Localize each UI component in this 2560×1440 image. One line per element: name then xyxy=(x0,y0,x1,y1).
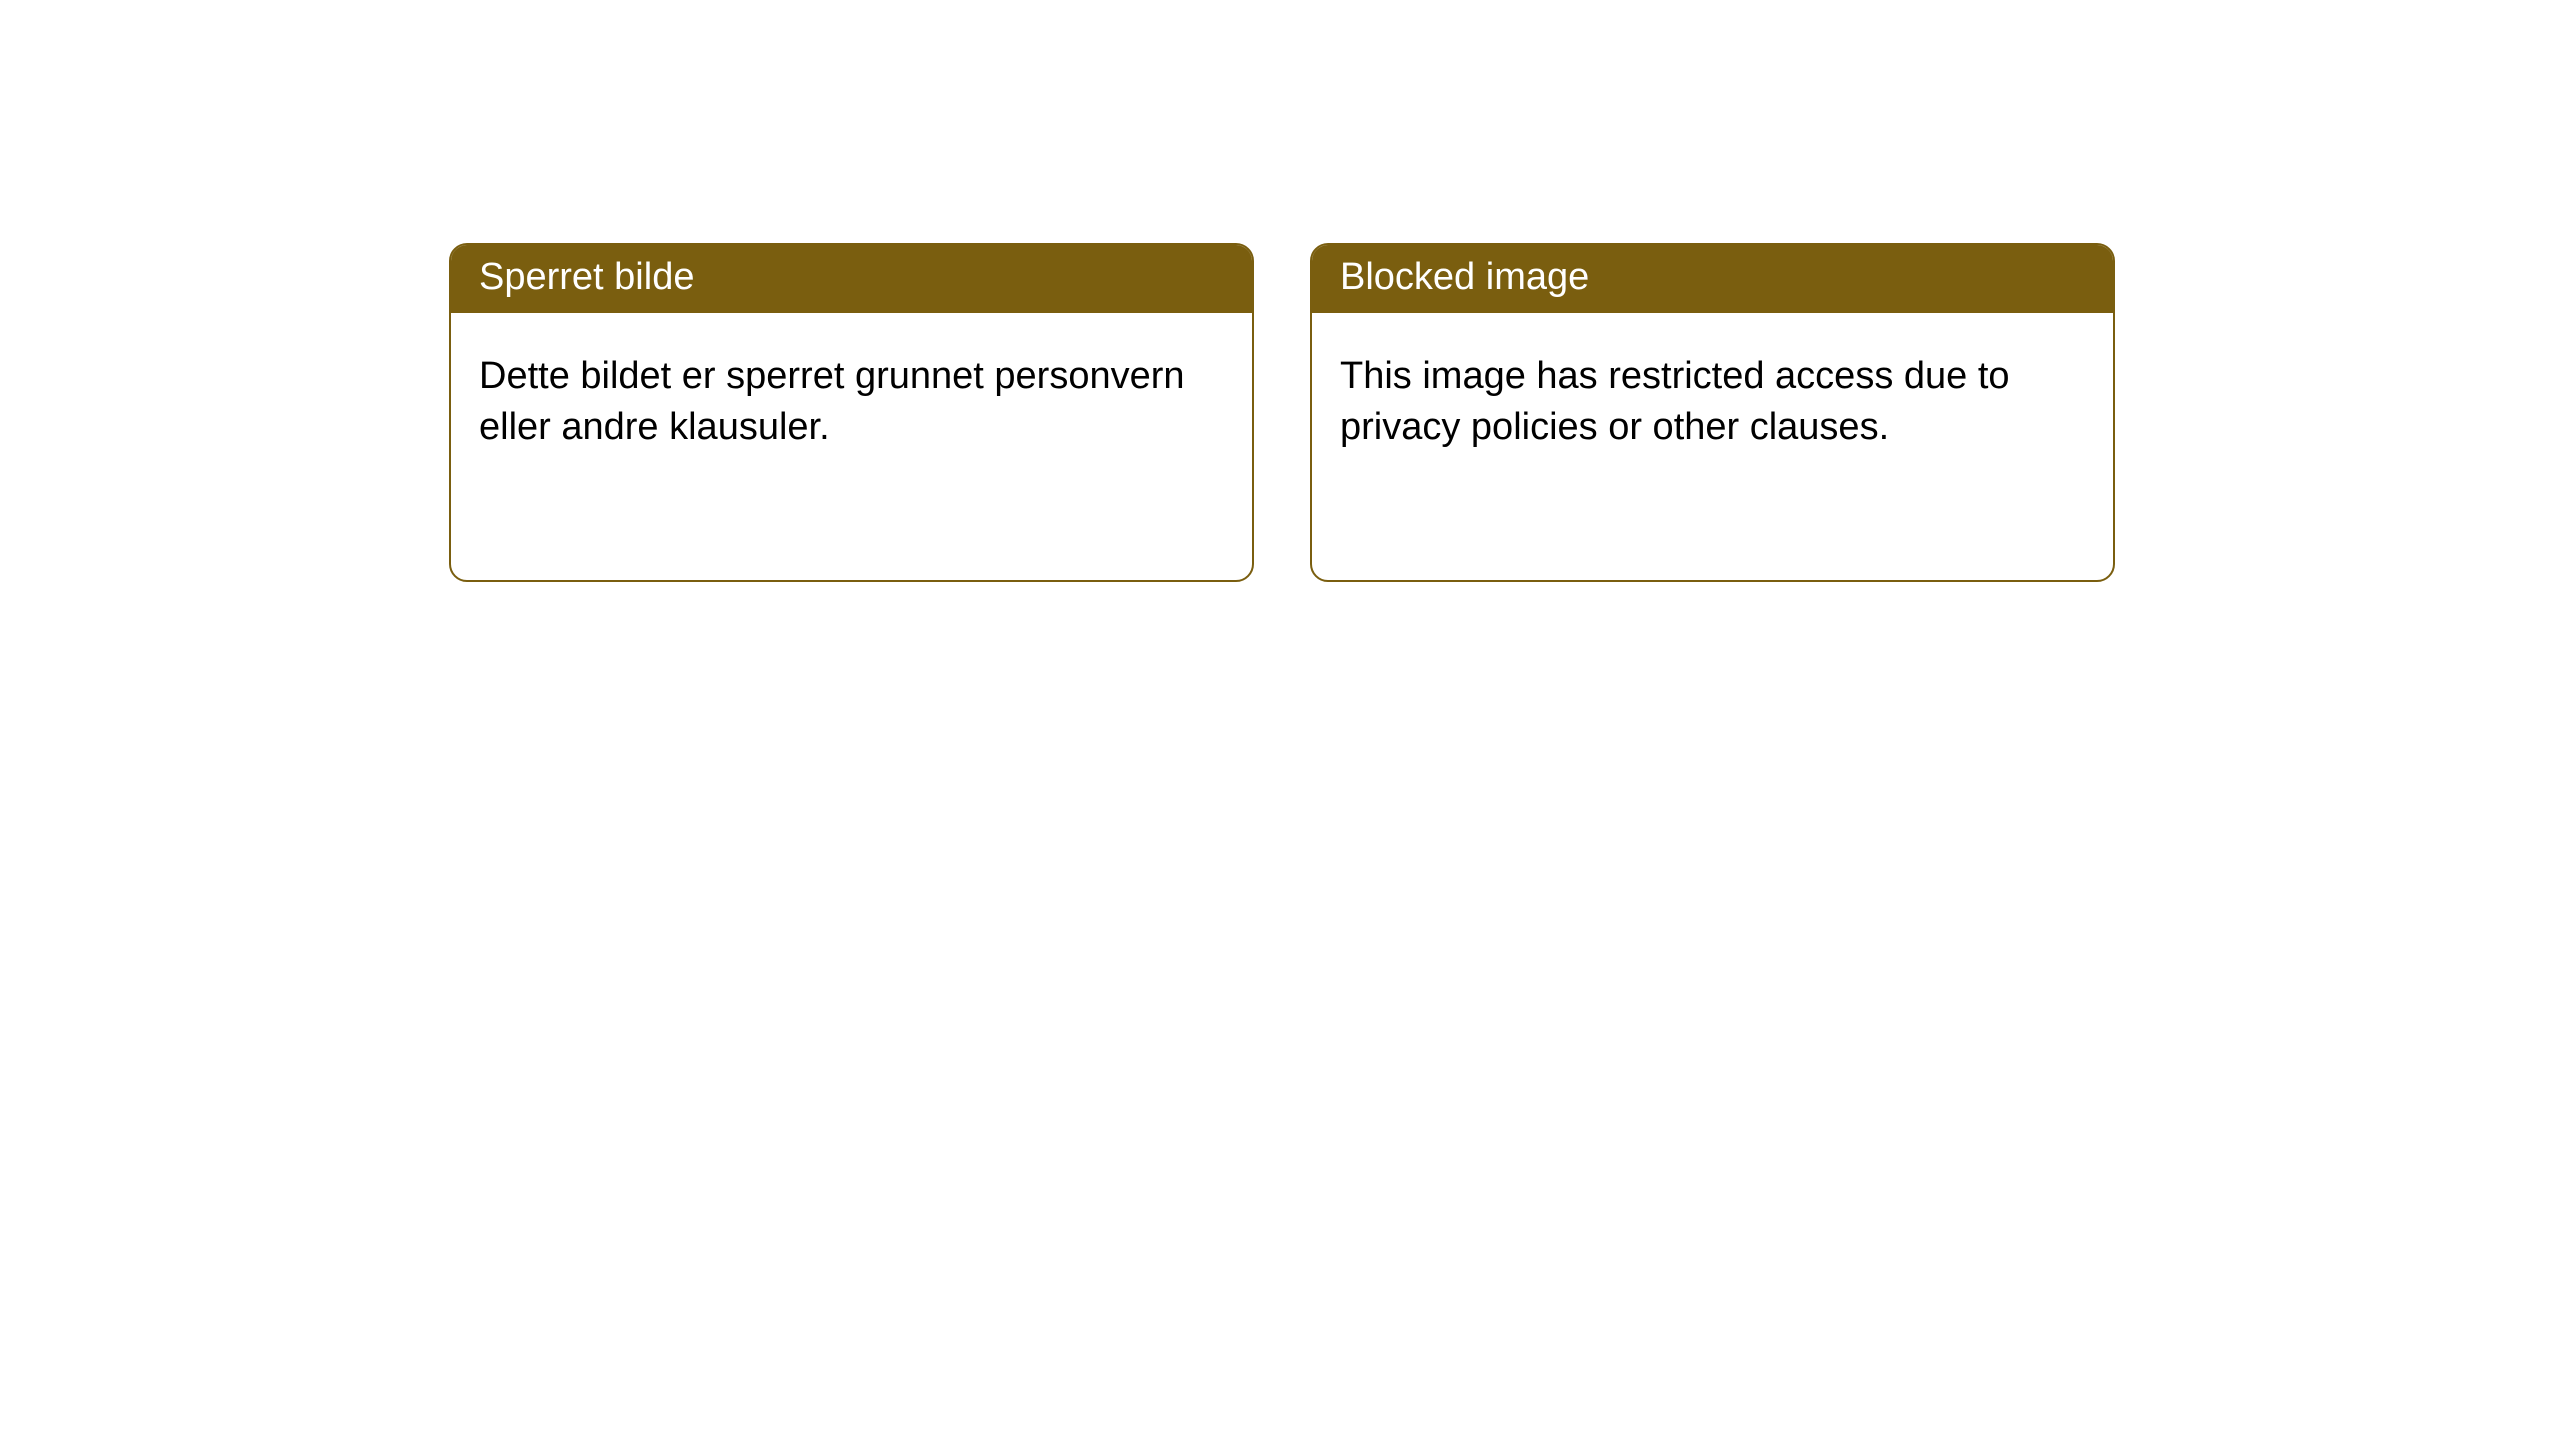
notice-body-nb: Dette bildet er sperret grunnet personve… xyxy=(451,313,1252,492)
notice-body-en: This image has restricted access due to … xyxy=(1312,313,2113,492)
notice-card-en: Blocked image This image has restricted … xyxy=(1310,243,2115,582)
notice-container: Sperret bilde Dette bildet er sperret gr… xyxy=(0,0,2560,582)
notice-card-nb: Sperret bilde Dette bildet er sperret gr… xyxy=(449,243,1254,582)
notice-title-nb: Sperret bilde xyxy=(451,245,1252,313)
notice-title-en: Blocked image xyxy=(1312,245,2113,313)
